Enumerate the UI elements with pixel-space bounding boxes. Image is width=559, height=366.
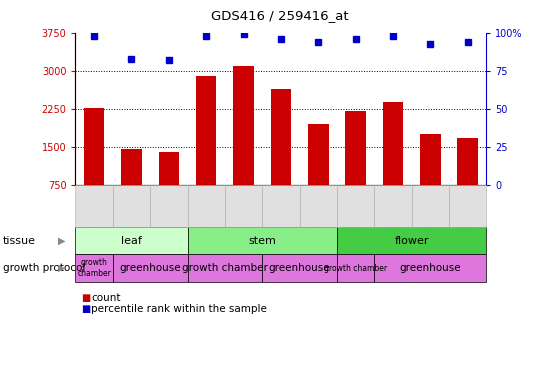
Bar (345, 111, 366, 223)
Text: ■: ■ (81, 304, 91, 314)
Text: flower: flower (395, 236, 429, 246)
Text: growth
chamber: growth chamber (77, 258, 111, 278)
Text: tissue: tissue (3, 236, 36, 246)
Bar (196, 76, 216, 223)
Bar (308, 124, 329, 223)
Text: greenhouse: greenhouse (269, 263, 330, 273)
Bar (159, 152, 179, 223)
Text: growth protocol: growth protocol (3, 263, 85, 273)
Text: count: count (91, 293, 121, 303)
Bar (457, 138, 478, 223)
Text: ■: ■ (81, 293, 91, 303)
Text: stem: stem (248, 236, 276, 246)
Text: leaf: leaf (121, 236, 142, 246)
Text: greenhouse: greenhouse (120, 263, 181, 273)
Text: growth chamber: growth chamber (182, 263, 268, 273)
Bar (383, 102, 403, 223)
Bar (121, 149, 142, 223)
Text: GDS416 / 259416_at: GDS416 / 259416_at (211, 9, 348, 22)
Bar (84, 108, 105, 223)
Text: greenhouse: greenhouse (400, 263, 461, 273)
Text: percentile rank within the sample: percentile rank within the sample (91, 304, 267, 314)
Text: ▶: ▶ (58, 263, 65, 273)
Bar (420, 134, 440, 223)
Bar (233, 66, 254, 223)
Bar (271, 89, 291, 223)
Text: growth chamber: growth chamber (324, 264, 387, 273)
Text: ▶: ▶ (58, 236, 65, 246)
